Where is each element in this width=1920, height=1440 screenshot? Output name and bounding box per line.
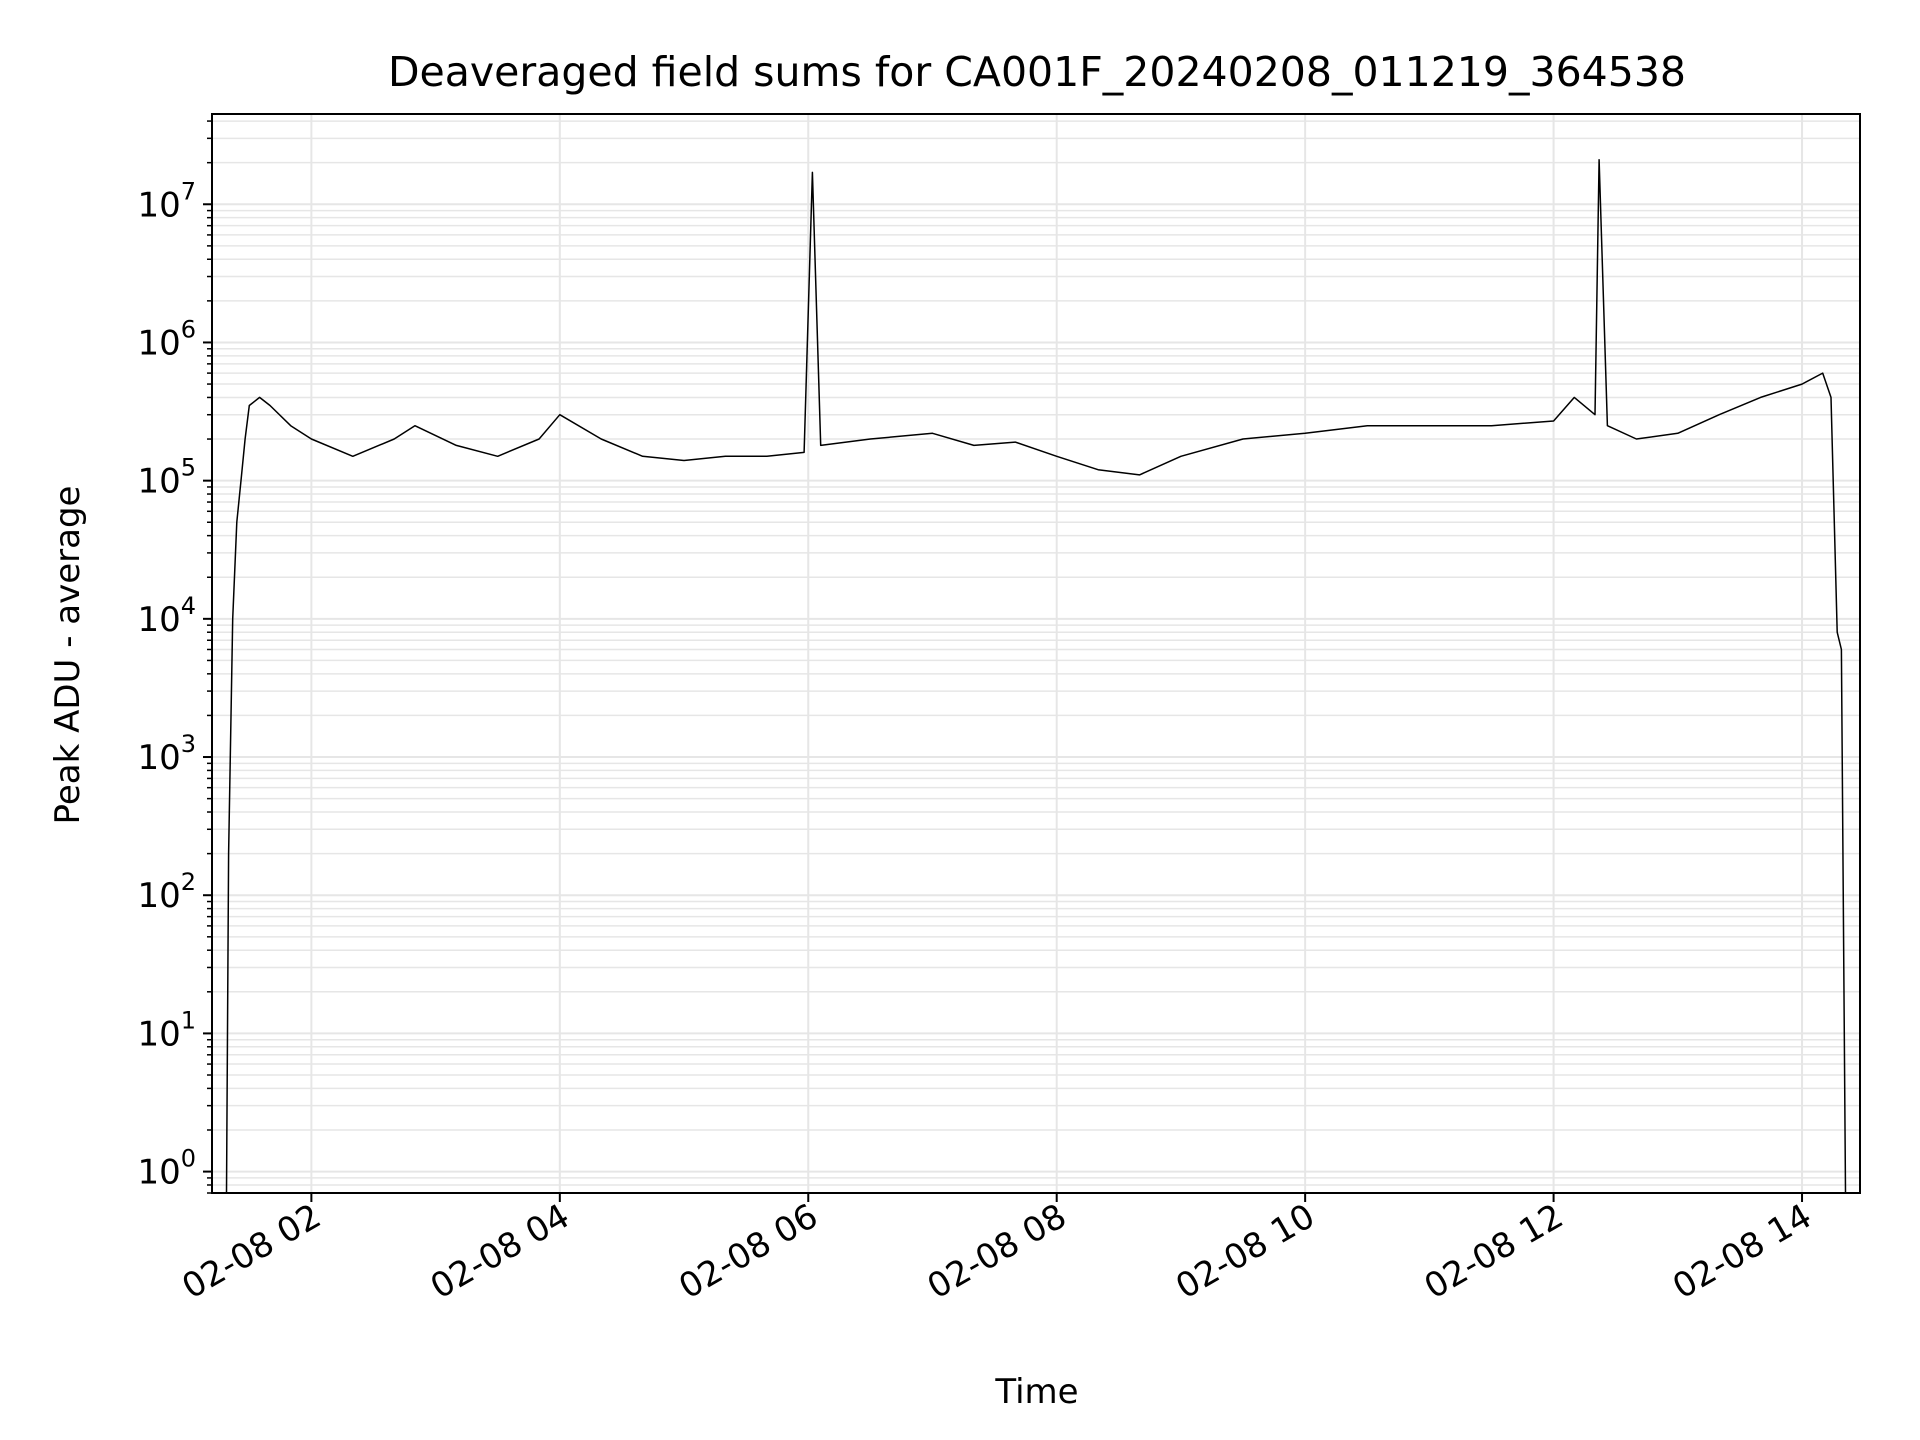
- y-tick-label: 102: [137, 868, 196, 916]
- chart-title: Deaveraged field sums for CA001F_2024020…: [388, 48, 1686, 96]
- x-axis-label: Time: [994, 1372, 1078, 1412]
- y-tick-label: 106: [137, 315, 196, 363]
- y-tick-label: 105: [137, 454, 196, 502]
- plot-frame: [211, 113, 1861, 1194]
- y-tick-label: 107: [137, 177, 196, 225]
- y-tick-label: 100: [137, 1145, 196, 1193]
- series-line: [225, 158, 1847, 1194]
- y-tick-label: 101: [137, 1006, 196, 1054]
- y-tick-label: 104: [137, 592, 196, 640]
- data-area: [225, 158, 1847, 1194]
- y-axis-label: Peak ADU - average: [48, 486, 88, 825]
- grid: [212, 114, 1860, 1194]
- y-tick-label: 103: [137, 730, 196, 778]
